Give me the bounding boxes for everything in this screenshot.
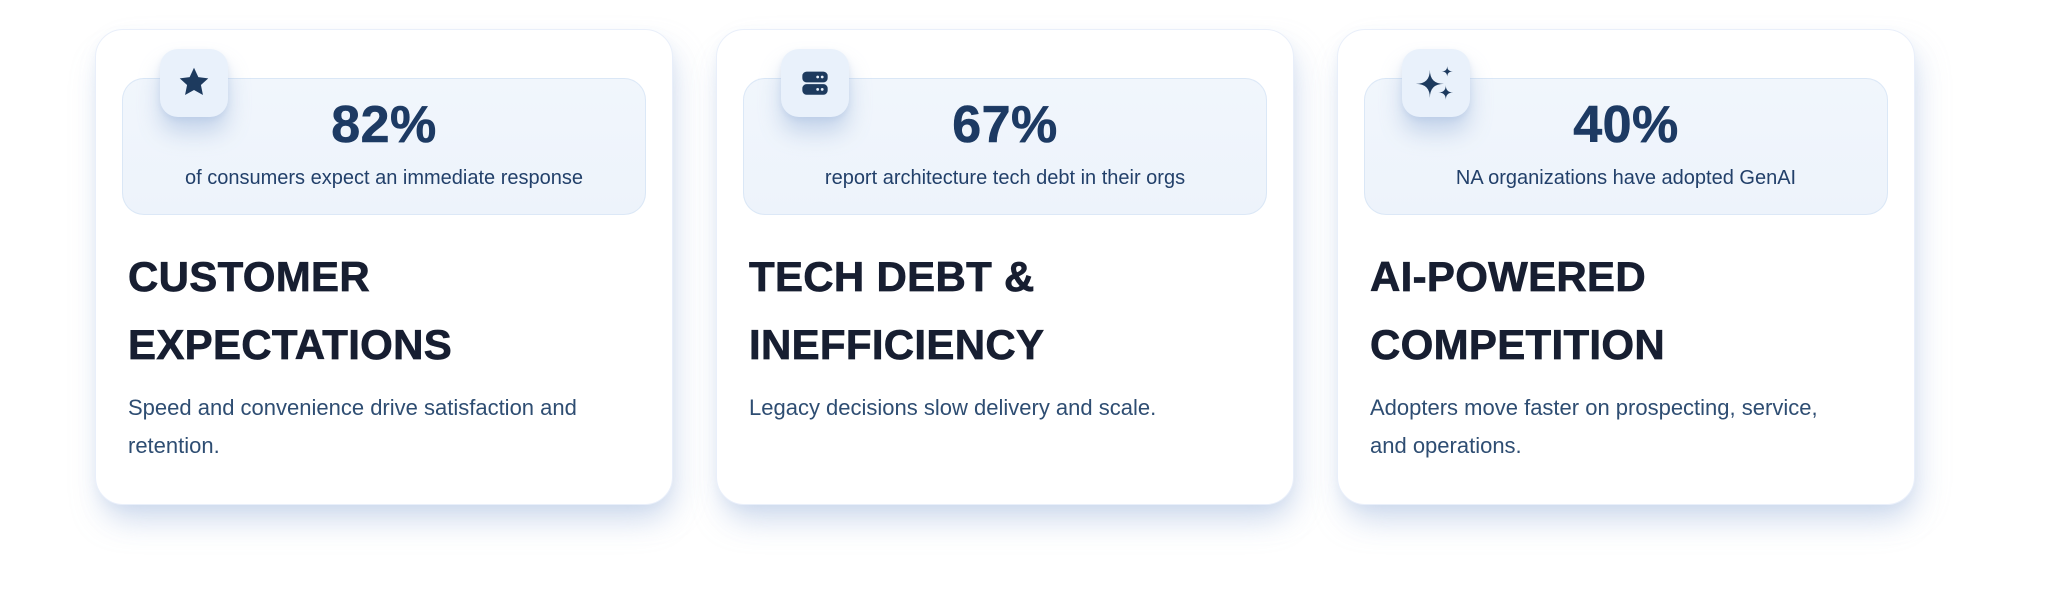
stat-caption: NA organizations have adopted GenAI: [1455, 166, 1797, 189]
card-description: Adopters move faster on prospecting, ser…: [1370, 395, 1818, 458]
stat-value: 82%: [331, 96, 437, 154]
icon-badge: [1402, 49, 1470, 117]
stat-cards-row: 82% of consumers expect an immediate res…: [95, 29, 1915, 505]
server-icon: [802, 71, 828, 95]
card-title: CUSTOMER EXPECTATIONS: [128, 253, 453, 369]
stat-card-tech-debt: 67% report architecture tech debt in the…: [716, 29, 1294, 505]
stat-value: 40%: [1573, 96, 1679, 154]
stat-card-ai-competition: 40% NA organizations have adopted GenAI …: [1337, 29, 1915, 505]
card-title: AI-POWERED COMPETITION: [1370, 253, 1665, 369]
stat-box: 82% of consumers expect an immediate res…: [122, 49, 646, 215]
stat-card-customer-expectations: 82% of consumers expect an immediate res…: [95, 29, 673, 505]
icon-badge: [781, 49, 849, 117]
stat-caption: report architecture tech debt in their o…: [824, 166, 1186, 189]
stat-box: 67% report architecture tech debt in the…: [743, 49, 1267, 215]
card-description: Legacy decisions slow delivery and scale…: [749, 395, 1157, 420]
stat-caption: of consumers expect an immediate respons…: [185, 166, 583, 189]
stat-box: 40% NA organizations have adopted GenAI: [1364, 49, 1888, 215]
sparkles-icon: [1415, 65, 1454, 100]
card-title: TECH DEBT & INEFFICIENCY: [749, 253, 1045, 369]
icon-badge: [160, 49, 228, 117]
star-icon: [179, 67, 209, 96]
stat-value: 67%: [952, 96, 1058, 154]
card-description: Speed and convenience drive satisfaction…: [128, 395, 577, 458]
